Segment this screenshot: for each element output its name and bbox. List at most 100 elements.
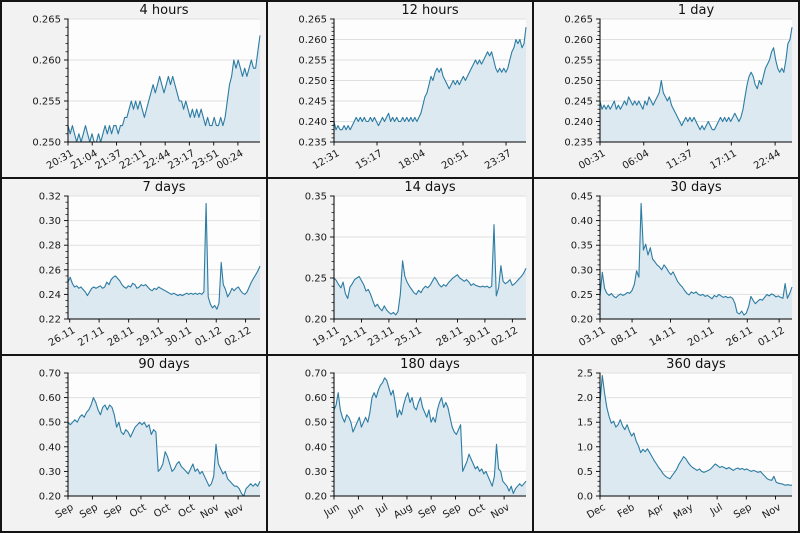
svg-text:02.12: 02.12 [490,325,520,349]
svg-text:Jun: Jun [322,502,342,520]
svg-text:00:31: 00:31 [577,148,607,172]
svg-text:14 days: 14 days [404,180,456,195]
svg-text:0.265: 0.265 [564,15,593,26]
svg-text:23:37: 23:37 [483,148,513,172]
svg-text:0.20: 0.20 [305,315,327,326]
svg-text:00:24: 00:24 [215,148,245,172]
svg-text:28.11: 28.11 [435,325,465,349]
svg-text:0.40: 0.40 [305,442,327,453]
svg-text:0.35: 0.35 [571,241,593,252]
svg-text:0.30: 0.30 [39,467,61,478]
svg-text:Oct: Oct [128,502,149,520]
svg-text:0.255: 0.255 [564,56,593,67]
svg-text:01.12: 01.12 [756,325,786,349]
svg-text:20:51: 20:51 [440,148,470,172]
svg-text:0.235: 0.235 [298,138,327,149]
svg-text:0.240: 0.240 [298,117,327,128]
svg-text:360 days: 360 days [666,357,726,372]
svg-text:0.70: 0.70 [305,369,327,380]
svg-text:0.260: 0.260 [564,35,593,46]
svg-text:12:31: 12:31 [311,148,341,172]
svg-text:26.11: 26.11 [724,325,754,349]
svg-text:0.0: 0.0 [577,492,593,503]
svg-text:1 day: 1 day [678,3,715,18]
svg-text:0.245: 0.245 [298,97,327,108]
chart-svg: 0.250 0.255 0.260 0.265 20:3121:0421:3722:11… [32,3,261,172]
svg-text:27.11: 27.11 [76,325,106,349]
svg-text:0.24: 0.24 [39,290,61,301]
svg-text:0.70: 0.70 [39,369,61,380]
chart-panel-1-day: 0.235 0.240 0.245 0.250 0.255 0.260 0.265 00:31… [534,2,798,177]
svg-text:25.11: 25.11 [394,325,424,349]
chart-svg: 0.22 0.24 0.26 0.28 0.30 0.32 26.11 27.11 28.11 2… [39,180,261,349]
svg-text:22:44: 22:44 [752,148,782,172]
svg-text:29.11: 29.11 [135,325,165,349]
svg-text:0.25: 0.25 [571,290,593,301]
svg-text:Sep: Sep [417,502,439,521]
svg-text:2.5: 2.5 [577,369,593,380]
svg-text:Aug: Aug [392,502,414,521]
svg-text:17:11: 17:11 [708,148,738,172]
svg-text:0.25: 0.25 [305,274,327,285]
svg-text:18:04: 18:04 [397,148,427,172]
svg-text:0.265: 0.265 [298,15,327,26]
svg-text:08.11: 08.11 [609,325,639,349]
svg-text:0.40: 0.40 [571,216,593,227]
svg-text:15:17: 15:17 [354,148,384,172]
svg-text:4 hours: 4 hours [140,3,189,18]
svg-text:Jun: Jun [346,502,366,520]
chart-svg: 0.20 0.25 0.30 0.35 0.40 0.45 03.11 08.11 14.11 2… [571,180,793,349]
svg-text:19.11: 19.11 [311,325,341,349]
svg-text:30 days: 30 days [670,180,722,195]
svg-text:30.11: 30.11 [462,325,492,349]
svg-text:14.11: 14.11 [648,325,678,349]
svg-text:0.30: 0.30 [305,467,327,478]
svg-text:0.265: 0.265 [32,15,61,26]
svg-text:Nov: Nov [223,502,245,521]
svg-text:0.20: 0.20 [571,315,593,326]
svg-text:Oct: Oct [177,502,198,520]
svg-text:0.28: 0.28 [39,241,61,252]
svg-text:Apr: Apr [646,502,667,521]
svg-text:23:51: 23:51 [191,148,221,172]
svg-text:22:11: 22:11 [118,148,148,172]
svg-text:Nov: Nov [761,502,783,521]
svg-text:Sep: Sep [732,502,754,521]
chart-panel-14-days: 0.20 0.25 0.30 0.35 19.11 21.11 23.11 25.11 28.1… [268,179,532,354]
svg-text:0.260: 0.260 [298,35,327,46]
svg-text:0.250: 0.250 [32,138,61,149]
svg-text:0.30: 0.30 [305,233,327,244]
svg-text:30.11: 30.11 [164,325,194,349]
chart-svg: 0.235 0.240 0.245 0.250 0.255 0.260 0.265 12:31… [298,3,527,172]
svg-text:11:37: 11:37 [665,148,695,172]
svg-text:0.60: 0.60 [305,393,327,404]
svg-text:Jul: Jul [708,502,725,518]
svg-text:0.60: 0.60 [39,393,61,404]
svg-text:0.26: 0.26 [39,265,61,276]
svg-text:01.12: 01.12 [193,325,223,349]
svg-text:12 hours: 12 hours [401,3,458,18]
svg-text:1.0: 1.0 [577,442,593,453]
svg-text:0.20: 0.20 [305,492,327,503]
svg-text:Nov: Nov [489,502,511,521]
svg-text:Oct: Oct [467,502,488,520]
svg-text:Sep: Sep [78,502,100,521]
svg-text:0.255: 0.255 [32,97,61,108]
chart-panel-360-days: 0.0 0.5 1.0 1.5 2.0 2.5 Dec Feb Apr May Jul Sep Nov 3… [534,356,798,531]
chart-panel-12-hours: 0.235 0.240 0.245 0.250 0.255 0.260 0.265 12:31… [268,2,532,177]
svg-text:0.245: 0.245 [564,97,593,108]
svg-text:0.50: 0.50 [305,418,327,429]
svg-text:21:37: 21:37 [94,148,124,172]
svg-text:0.260: 0.260 [32,56,61,67]
svg-text:02.12: 02.12 [223,325,253,349]
svg-text:0.235: 0.235 [564,138,593,149]
svg-text:0.50: 0.50 [39,418,61,429]
svg-text:20:31: 20:31 [45,148,75,172]
svg-text:0.32: 0.32 [39,192,61,203]
svg-text:23:17: 23:17 [166,148,196,172]
svg-text:Nov: Nov [199,502,221,521]
chart-panel-180-days: 0.20 0.30 0.40 0.50 0.60 0.70 Jun Jun Jul Aug Sep S… [268,356,532,531]
svg-text:06:04: 06:04 [621,148,651,172]
svg-text:22:44: 22:44 [142,148,172,172]
